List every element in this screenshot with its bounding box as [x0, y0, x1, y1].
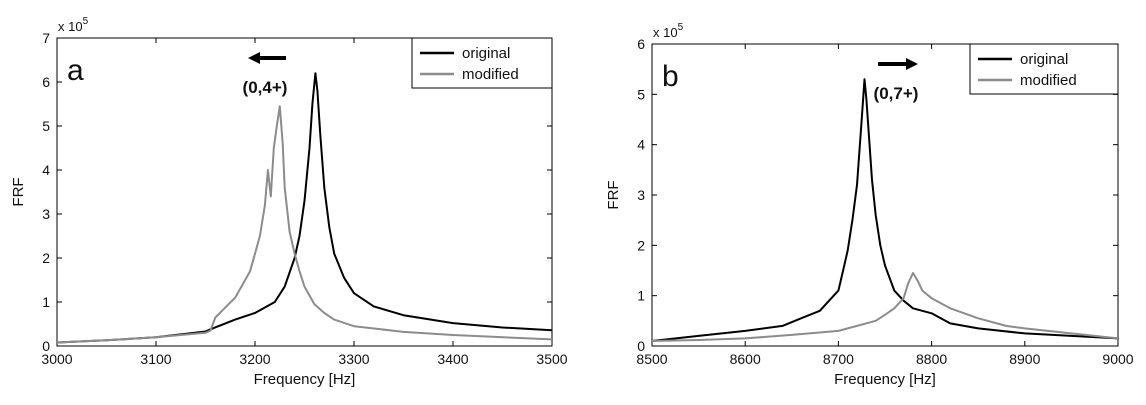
legend: original modified [969, 43, 1119, 95]
legend-label-modified: modified [462, 66, 519, 83]
y-tick-label: 4 [42, 162, 50, 178]
y-tick-label: 6 [42, 74, 50, 90]
series-line-original [651, 78, 1119, 342]
legend: original modified [411, 37, 553, 89]
x-axis-label: Frequency [Hz] [254, 371, 356, 388]
x-tick-label: 3400 [437, 351, 468, 367]
x-tick-label: 3500 [536, 351, 567, 367]
y-tick-label: 6 [637, 36, 645, 52]
y-multiplier-base: x 10 [58, 19, 83, 34]
y-multiplier-exponent: 5 [678, 22, 684, 33]
series-line-modified [651, 272, 1119, 342]
y-tick-label: 5 [42, 118, 50, 134]
panel-label: a [67, 54, 84, 87]
y-tick-label: 0 [637, 338, 645, 354]
legend-label-modified: modified [1020, 72, 1077, 89]
y-tick-label: 1 [637, 288, 645, 304]
y-multiplier-exponent: 5 [83, 16, 89, 27]
x-tick-label: 3000 [41, 351, 72, 367]
x-tick-label: 8700 [823, 351, 854, 367]
y-tick-label: 3 [42, 206, 50, 222]
y-multiplier: x 105 [653, 22, 684, 40]
x-tick-label: 3200 [239, 351, 270, 367]
x-axis-label: Frequency [Hz] [834, 371, 936, 388]
x-tick-label: 3300 [338, 351, 369, 367]
y-multiplier-base: x 10 [653, 25, 678, 40]
y-multiplier: x 105 [58, 16, 89, 34]
shift-arrow-icon [878, 58, 918, 70]
series-line-original [56, 72, 553, 344]
x-tick-label: 8800 [916, 351, 947, 367]
legend-box [969, 43, 1119, 95]
legend-box [411, 37, 553, 89]
shift-arrow-icon [248, 52, 286, 64]
legend-label-original: original [1020, 51, 1068, 68]
x-tick-label: 8500 [636, 351, 667, 367]
legend-label-original: original [462, 45, 510, 62]
y-axis-label: FRF [10, 177, 27, 206]
y-axis-label: FRF [605, 180, 622, 209]
panel-label: b [662, 60, 679, 93]
y-tick-label: 3 [637, 187, 645, 203]
y-tick-label: 5 [637, 86, 645, 102]
y-tick-label: 7 [42, 30, 50, 46]
y-tick-label: 1 [42, 294, 50, 310]
x-tick-label: 8600 [730, 351, 761, 367]
mode-annotation: (0,4+) [243, 78, 288, 97]
y-tick-label: 0 [42, 338, 50, 354]
y-tick-label: 4 [637, 137, 645, 153]
x-tick-label: 8900 [1009, 351, 1040, 367]
mode-annotation: (0,7+) [874, 84, 919, 103]
x-tick-label: 9000 [1102, 351, 1133, 367]
y-tick-label: 2 [637, 237, 645, 253]
y-tick-label: 2 [42, 250, 50, 266]
series-line-modified [56, 105, 553, 344]
x-tick-label: 3100 [140, 351, 171, 367]
